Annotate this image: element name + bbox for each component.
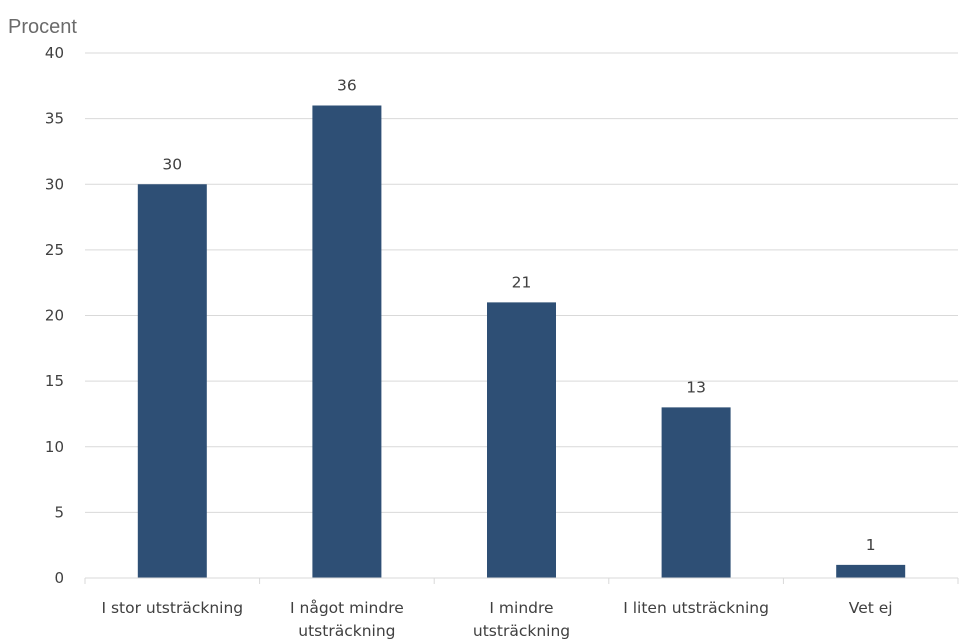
bar	[487, 302, 556, 578]
y-tick-label: 20	[45, 307, 64, 325]
y-tick-label: 5	[54, 503, 64, 521]
data-label: 21	[512, 273, 532, 291]
category-label: utsträckning	[473, 622, 570, 640]
bar	[312, 105, 382, 578]
category-label: I stor utsträckning	[101, 599, 243, 617]
bar	[836, 564, 906, 578]
y-axis-ticks: 0 5 10 15 20 25 30 35 40	[45, 44, 64, 587]
data-label: 13	[686, 378, 706, 396]
data-label: 30	[162, 155, 182, 173]
category-label: I något mindre	[290, 599, 404, 617]
bars	[137, 105, 906, 578]
y-tick-label: 40	[45, 44, 64, 62]
y-tick-label: 30	[45, 175, 64, 193]
y-tick-label: 10	[45, 438, 64, 456]
bar	[137, 184, 207, 578]
data-labels: 30 36 21 13 1	[162, 77, 875, 554]
x-axis-category-labels: I stor utsträckning I något mindre utsträc…	[101, 599, 892, 640]
category-label: Vet ej	[849, 599, 893, 617]
category-label: I liten utsträckning	[623, 599, 769, 617]
y-tick-label: 25	[45, 241, 64, 259]
x-axis	[84, 577, 959, 584]
y-tick-label: 15	[45, 372, 64, 390]
bar	[661, 407, 731, 578]
data-label: 36	[337, 77, 357, 95]
y-tick-label: 0	[54, 569, 64, 587]
y-axis-label: Procent	[8, 16, 77, 38]
category-label: I mindre	[489, 599, 553, 617]
category-label: utsträckning	[298, 622, 395, 640]
y-tick-label: 35	[45, 110, 64, 128]
data-label: 1	[866, 536, 876, 554]
